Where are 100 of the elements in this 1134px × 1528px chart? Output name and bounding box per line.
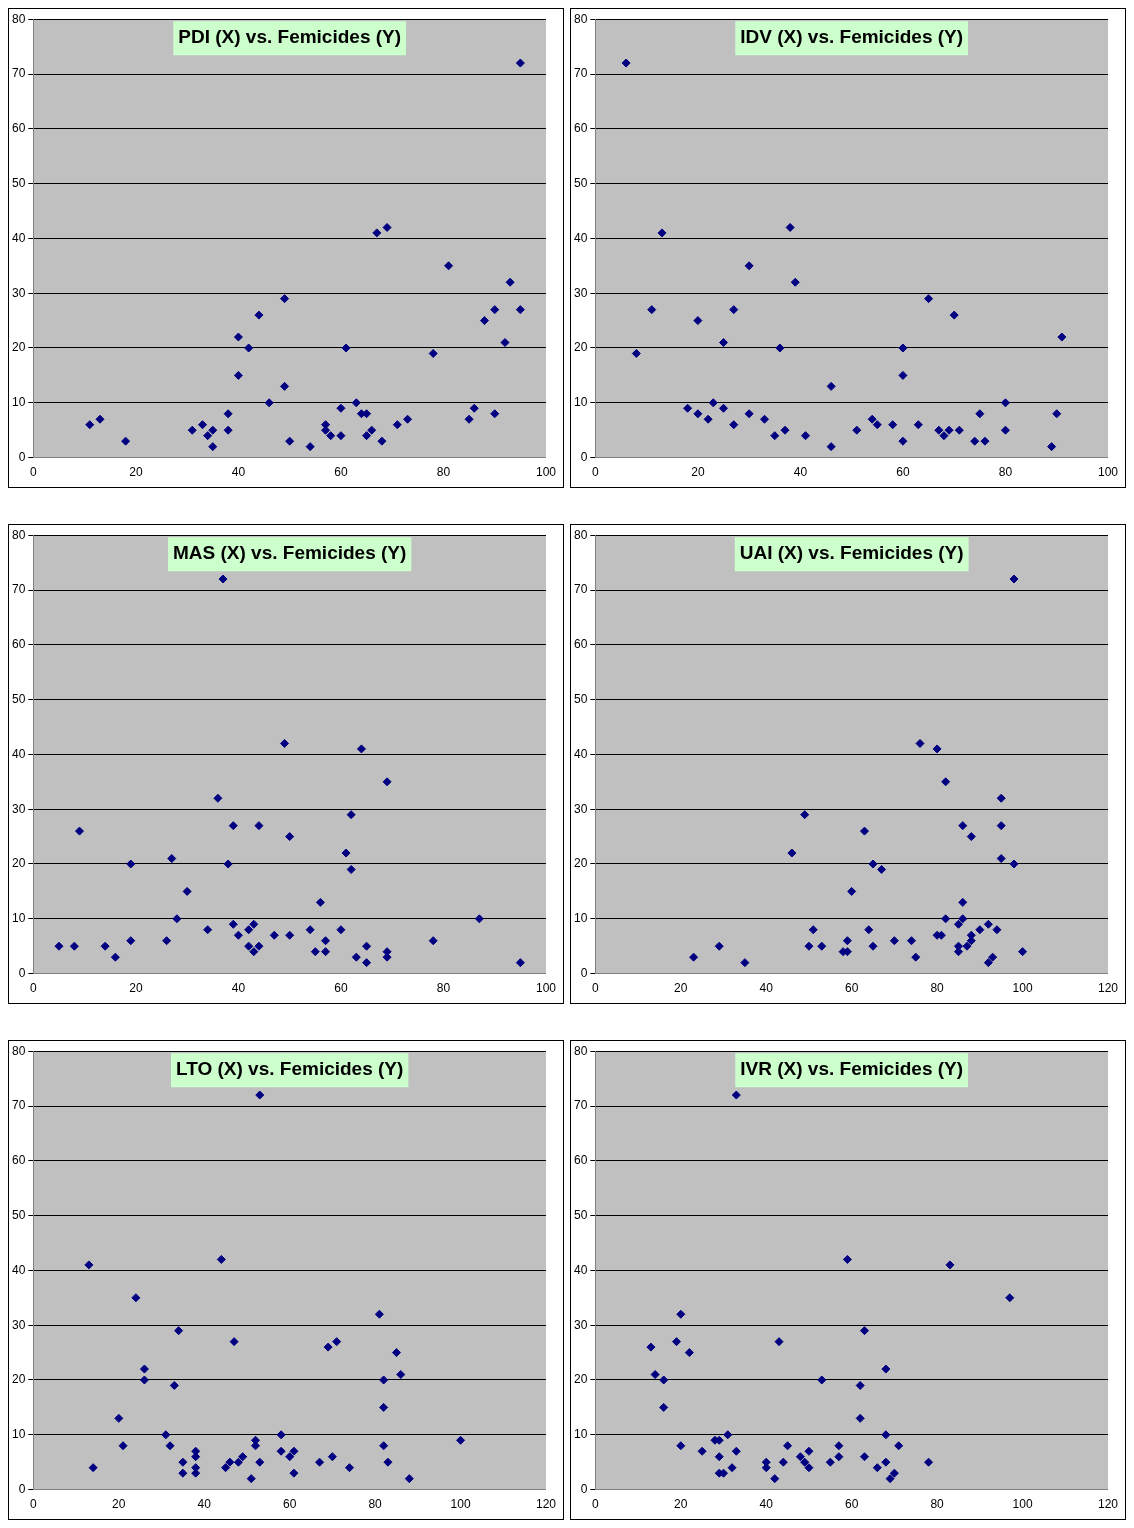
- point: [174, 1326, 184, 1336]
- point: [464, 414, 474, 424]
- y-tick-label: 10: [11, 911, 26, 926]
- point: [934, 425, 944, 435]
- point: [970, 436, 980, 446]
- point: [801, 431, 811, 441]
- point: [834, 1452, 844, 1462]
- point: [254, 821, 264, 831]
- point: [221, 1463, 231, 1473]
- y-tick-label: 60: [573, 1153, 588, 1168]
- point: [203, 431, 213, 441]
- chart-title: IVR (X) vs. Femicides (Y): [740, 1058, 964, 1080]
- point: [139, 1364, 149, 1374]
- x-tick-label: 60: [844, 1497, 859, 1512]
- y-tick-label: 50: [11, 1207, 26, 1222]
- point: [100, 941, 110, 951]
- y-tick-label: 20: [573, 1372, 588, 1387]
- y-tick-label: 80: [573, 11, 588, 26]
- point: [676, 1441, 686, 1451]
- point: [911, 952, 921, 962]
- y-tick-label: 0: [580, 1481, 588, 1496]
- point: [191, 1452, 201, 1462]
- point: [323, 1342, 333, 1352]
- point: [374, 1309, 384, 1319]
- point: [906, 936, 916, 946]
- point: [676, 1309, 686, 1319]
- point: [198, 420, 208, 430]
- point: [731, 1090, 741, 1100]
- y-tick-label: 0: [580, 965, 588, 980]
- point: [490, 409, 500, 419]
- point: [382, 222, 392, 232]
- point: [382, 777, 392, 787]
- point: [790, 277, 800, 287]
- point: [377, 436, 387, 446]
- point: [336, 403, 346, 413]
- y-tick-label: 80: [11, 1043, 26, 1058]
- point: [88, 1463, 98, 1473]
- y-tick-label: 60: [573, 637, 588, 652]
- point: [289, 1468, 299, 1478]
- y-tick-label: 30: [11, 801, 26, 816]
- point: [855, 1380, 865, 1390]
- point: [996, 793, 1006, 803]
- point: [341, 848, 351, 858]
- point: [729, 420, 739, 430]
- point: [110, 952, 120, 962]
- point: [121, 436, 131, 446]
- x-tick-label: 80: [930, 981, 945, 996]
- x-tick-label: 40: [759, 981, 774, 996]
- point: [817, 941, 827, 951]
- point: [804, 941, 814, 951]
- point: [727, 1463, 737, 1473]
- point: [289, 1446, 299, 1456]
- y-tick-label: 20: [11, 1372, 26, 1387]
- point: [650, 1370, 660, 1380]
- y-tick-label: 60: [11, 637, 26, 652]
- point: [269, 930, 279, 940]
- point: [428, 348, 438, 358]
- point: [372, 228, 382, 238]
- y-tick-label: 30: [573, 801, 588, 816]
- point: [233, 1457, 243, 1467]
- point: [826, 381, 836, 391]
- point: [913, 420, 923, 430]
- point: [740, 958, 750, 968]
- point: [479, 316, 489, 326]
- chart-title: MAS (X) vs. Femicides (Y): [173, 542, 407, 564]
- point: [84, 1260, 94, 1270]
- point: [225, 1457, 235, 1467]
- point: [774, 1337, 784, 1347]
- y-tick-label: 10: [573, 911, 588, 926]
- point: [966, 930, 976, 940]
- point: [941, 914, 951, 924]
- point: [1018, 947, 1028, 957]
- point: [346, 864, 356, 874]
- point: [868, 941, 878, 951]
- point: [915, 738, 925, 748]
- point: [249, 947, 259, 957]
- point: [684, 1348, 694, 1358]
- point: [172, 914, 182, 924]
- x-tick-label: 20: [129, 465, 143, 480]
- y-tick-label: 0: [580, 449, 588, 464]
- x-tick-label: 20: [674, 1497, 688, 1512]
- y-tick-label: 70: [11, 582, 26, 597]
- point: [770, 431, 780, 441]
- point: [962, 941, 972, 951]
- point: [254, 941, 264, 951]
- point: [708, 398, 718, 408]
- point: [95, 414, 105, 424]
- point: [321, 947, 331, 957]
- point: [888, 420, 898, 430]
- point: [958, 914, 968, 924]
- y-tick-label: 50: [573, 691, 588, 706]
- point: [944, 425, 954, 435]
- point: [731, 1446, 741, 1456]
- point: [490, 305, 500, 315]
- point: [697, 1446, 707, 1456]
- point: [139, 1375, 149, 1385]
- x-tick-label: 20: [674, 981, 688, 996]
- point: [305, 925, 315, 935]
- y-tick-label: 20: [573, 856, 588, 871]
- point: [1000, 425, 1010, 435]
